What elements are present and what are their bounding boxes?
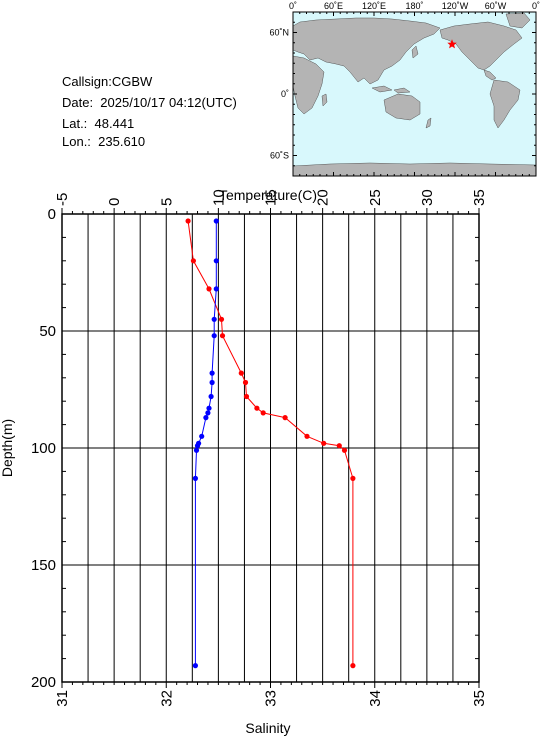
station-marker-icon [447, 39, 457, 49]
map-longitude-label: 120˚W [442, 1, 469, 11]
temperature-point [242, 379, 249, 386]
horizontal-gridlines [62, 330, 479, 566]
latitude-text: Lat.: 48.441 [62, 116, 135, 131]
temperature-point [282, 415, 288, 421]
central-america-landmass [483, 69, 497, 81]
map-longitude-label: 60˚E [324, 1, 343, 11]
temperature-point [336, 443, 342, 449]
depth-tick-label: 0 [48, 206, 56, 223]
temperature-point [219, 333, 226, 339]
temperature-point [190, 258, 196, 264]
salinity-point [208, 393, 214, 400]
salinity-point [209, 370, 215, 376]
salinity-point [209, 379, 215, 386]
temperature-tick-label: -5 [54, 193, 71, 206]
salinity-axis-label: Salinity [245, 720, 290, 736]
temperature-point [185, 218, 191, 224]
salinity-tick-label: 31 [54, 690, 71, 707]
map-latitude-labels: 60˚N 0˚ 60˚S [269, 28, 289, 161]
profile-plot: -5 0 5 10 15 20 25 30 35 31 32 33 34 35 050100150200… [0, 187, 488, 736]
salinity-point [199, 433, 205, 439]
depth-axis-label: Depth(m) [0, 419, 15, 477]
new-zealand-landmass [425, 117, 432, 129]
temperature-tick-label: 0 [106, 198, 123, 206]
eurasia-landmass [292, 17, 441, 85]
south-america-landmass [489, 79, 521, 129]
depth-tick-label: 150 [31, 557, 56, 574]
salinity-point [192, 663, 198, 669]
date-text: Date: 2025/10/17 04:12(UTC) [62, 95, 237, 110]
temperature-point [321, 440, 327, 446]
salinity-point [211, 316, 217, 322]
madagascar-landmass [321, 93, 328, 107]
station-star [447, 39, 457, 49]
salinity-tick-label: 34 [367, 690, 384, 707]
longitude-text: Lon.: 235.610 [62, 134, 146, 149]
salinity-tick-label: 33 [263, 690, 280, 707]
depth-tick-labels: 0 50 100 150 200 [31, 206, 56, 691]
temperature-tick-labels: -5 0 5 10 15 20 25 30 35 [54, 189, 488, 206]
map-land [292, 12, 537, 177]
temperature-point [218, 316, 225, 322]
salinity-tick-labels: 31 32 33 34 35 [54, 690, 488, 707]
station-map: 0˚ 60˚E 120˚E 180˚ 120˚W 60˚W 0˚ 60˚N 0˚ 60˚S [269, 1, 540, 177]
salinity-point [203, 415, 209, 421]
greenland-landmass [505, 12, 531, 29]
temperature-point [254, 405, 260, 411]
map-longitude-label: 0˚ [532, 1, 540, 11]
salinity-tick-label: 35 [471, 690, 488, 707]
map-latitude-label: 60˚N [269, 28, 289, 38]
temperature-tick-label: 5 [158, 198, 175, 206]
salinity-point [192, 475, 198, 481]
temperature-point [341, 447, 348, 453]
salinity-point [193, 447, 200, 453]
series-layer [185, 218, 356, 669]
map-longitude-label: 180˚ [405, 1, 423, 11]
japan-landmass [411, 45, 419, 59]
temperature-tick-label: 20 [315, 189, 332, 206]
depth-tick-label: 100 [31, 440, 56, 457]
temperature-point [206, 286, 212, 292]
map-longitude-label: 120˚E [362, 1, 386, 11]
salinity-point [213, 258, 219, 264]
salinity-point [213, 286, 219, 292]
temperature-point [350, 663, 356, 669]
temperature-tick-label: 30 [419, 189, 436, 206]
indonesia-landmass [371, 85, 411, 94]
map-latitude-label: 60˚S [270, 151, 289, 161]
map-longitude-label: 0˚ [289, 1, 297, 11]
temperature-tick-label: 15 [263, 189, 280, 206]
temperature-point [350, 475, 356, 481]
temperature-tick-label: 35 [471, 189, 488, 206]
salinity-point [205, 410, 211, 416]
depth-tick-label: 200 [31, 674, 56, 691]
salinity-point [206, 405, 212, 411]
temperature-point [304, 433, 310, 439]
salinity-point [211, 333, 217, 339]
temperature-axis-label: Temperature(C) [219, 187, 317, 203]
depth-tick-label: 50 [39, 323, 56, 340]
callsign-text: Callsign:CGBW [62, 74, 153, 89]
temperature-point [243, 393, 250, 400]
temperature-point [238, 370, 244, 376]
temperature-tick-label: 10 [210, 189, 227, 206]
australia-landmass [383, 93, 421, 121]
temperature-point [260, 410, 266, 416]
map-longitude-label: 60˚W [485, 1, 507, 11]
salinity-tick-label: 32 [158, 690, 175, 707]
map-longitude-labels: 0˚ 60˚E 120˚E 180˚ 120˚W 60˚W 0˚ [289, 1, 540, 11]
map-latitude-label: 0˚ [281, 89, 289, 99]
temperature-tick-label: 25 [367, 189, 384, 206]
map-frame-ticks [292, 11, 537, 177]
salinity-point [213, 218, 219, 224]
north-america-landmass [439, 21, 523, 71]
salinity-point [194, 443, 201, 449]
plot-frame [61, 213, 480, 683]
